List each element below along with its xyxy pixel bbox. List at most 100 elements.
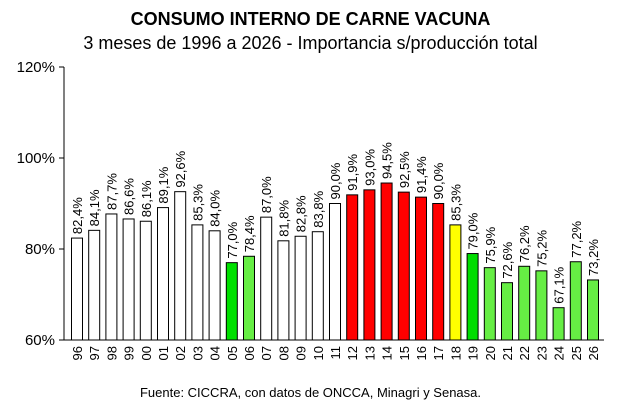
bar [174,191,187,341]
x-tick-label: 15 [397,346,412,360]
data-label: 67,1% [552,266,567,303]
data-label: 83,8% [311,190,326,227]
x-tick-label: 11 [328,346,343,360]
data-label: 76,2% [517,225,532,262]
data-label: 91,4% [414,156,429,193]
x-tick-label: 07 [259,346,274,360]
x-tick-label: 25 [569,346,584,360]
data-label: 77,2% [569,220,584,257]
x-tick-label: 18 [448,346,463,360]
bar [380,182,393,341]
bar [569,261,582,341]
bar [552,307,565,341]
bar [208,230,221,341]
bar [122,218,135,341]
data-label: 92,5% [397,151,412,188]
x-tick-label: 10 [311,346,326,360]
chart-subtitle: 3 meses de 1996 a 2026 - Importancia s/p… [83,33,538,53]
data-label: 90,0% [431,162,446,199]
bar [587,279,599,341]
bar [294,235,307,341]
data-label: 87,0% [259,176,274,213]
bar [139,220,152,341]
y-tick-label: 60% [25,332,55,349]
data-label: 92,6% [173,150,188,187]
source-note: Fuente: CICCRA, con datos de ONCCA, Mina… [139,385,482,400]
bar [518,265,531,341]
bar [243,255,255,341]
bar [466,253,479,341]
bar [277,240,290,341]
x-tick-label: 09 [294,346,309,360]
x-tick-label: 01 [156,346,171,360]
data-label: 82,8% [294,195,309,232]
x-tick-label: 08 [276,346,291,360]
x-tick-label: 22 [517,346,532,360]
bar [329,203,341,341]
data-label: 86,6% [122,178,137,215]
x-tick-label: 00 [139,346,154,360]
data-label: 75,9% [483,226,498,263]
data-label: 91,9% [345,154,360,191]
x-tick-label: 13 [362,346,377,360]
x-tick-label: 12 [345,346,360,360]
bar [415,196,427,341]
x-tick-label: 20 [483,346,498,360]
x-tick-label: 03 [190,346,205,360]
bar [191,224,204,341]
data-label: 90,0% [328,162,343,199]
data-label: 72,6% [500,241,515,278]
bar [260,216,273,341]
x-tick-label: 23 [534,346,549,360]
bar [432,203,445,341]
bar [157,207,169,341]
x-tick-label: 24 [552,346,567,360]
x-tick-label: 05 [225,346,240,360]
data-label: 93,0% [362,149,377,186]
x-tick-label: 26 [586,346,601,360]
bar [225,262,238,341]
data-label: 94,5% [380,142,395,179]
x-tick-label: 19 [466,346,481,360]
bar [346,194,359,341]
y-tick-label: 100% [17,150,55,167]
data-label: 73,2% [586,239,601,276]
x-tick-label: 96 [70,346,85,360]
data-label: 75,2% [534,230,549,267]
data-label: 79,0% [466,212,481,249]
x-tick-label: 02 [173,346,188,360]
data-label: 84,0% [208,189,223,226]
data-label: 87,7% [104,173,119,210]
x-tick-label: 04 [208,346,223,360]
x-tick-label: 97 [87,346,102,360]
y-tick-label: 80% [25,241,55,258]
y-tick-label: 120% [17,59,55,76]
x-tick-label: 21 [500,346,515,360]
data-label: 77,0% [225,221,240,258]
bar [397,191,410,341]
bar [501,282,513,341]
bar [363,189,376,341]
data-label: 81,8% [276,200,291,237]
bar [535,270,548,341]
bar [311,231,324,341]
data-label: 89,1% [156,166,171,203]
data-label: 85,3% [190,184,205,221]
x-tick-label: 16 [414,346,429,360]
data-label: 84,1% [87,189,102,226]
x-tick-label: 98 [104,346,119,360]
data-label: 86,1% [139,180,154,217]
data-label: 82,4% [70,197,85,234]
bar [88,229,101,341]
bar [105,213,118,341]
data-label: 85,3% [448,184,463,221]
x-tick-label: 99 [122,346,137,360]
bar [449,224,462,341]
data-label: 78,4% [242,215,257,252]
x-tick-label: 17 [431,346,446,360]
x-tick-label: 14 [380,346,395,360]
bar [71,237,83,341]
chart-title: CONSUMO INTERNO DE CARNE VACUNA [130,9,491,29]
x-tick-label: 06 [242,346,257,360]
